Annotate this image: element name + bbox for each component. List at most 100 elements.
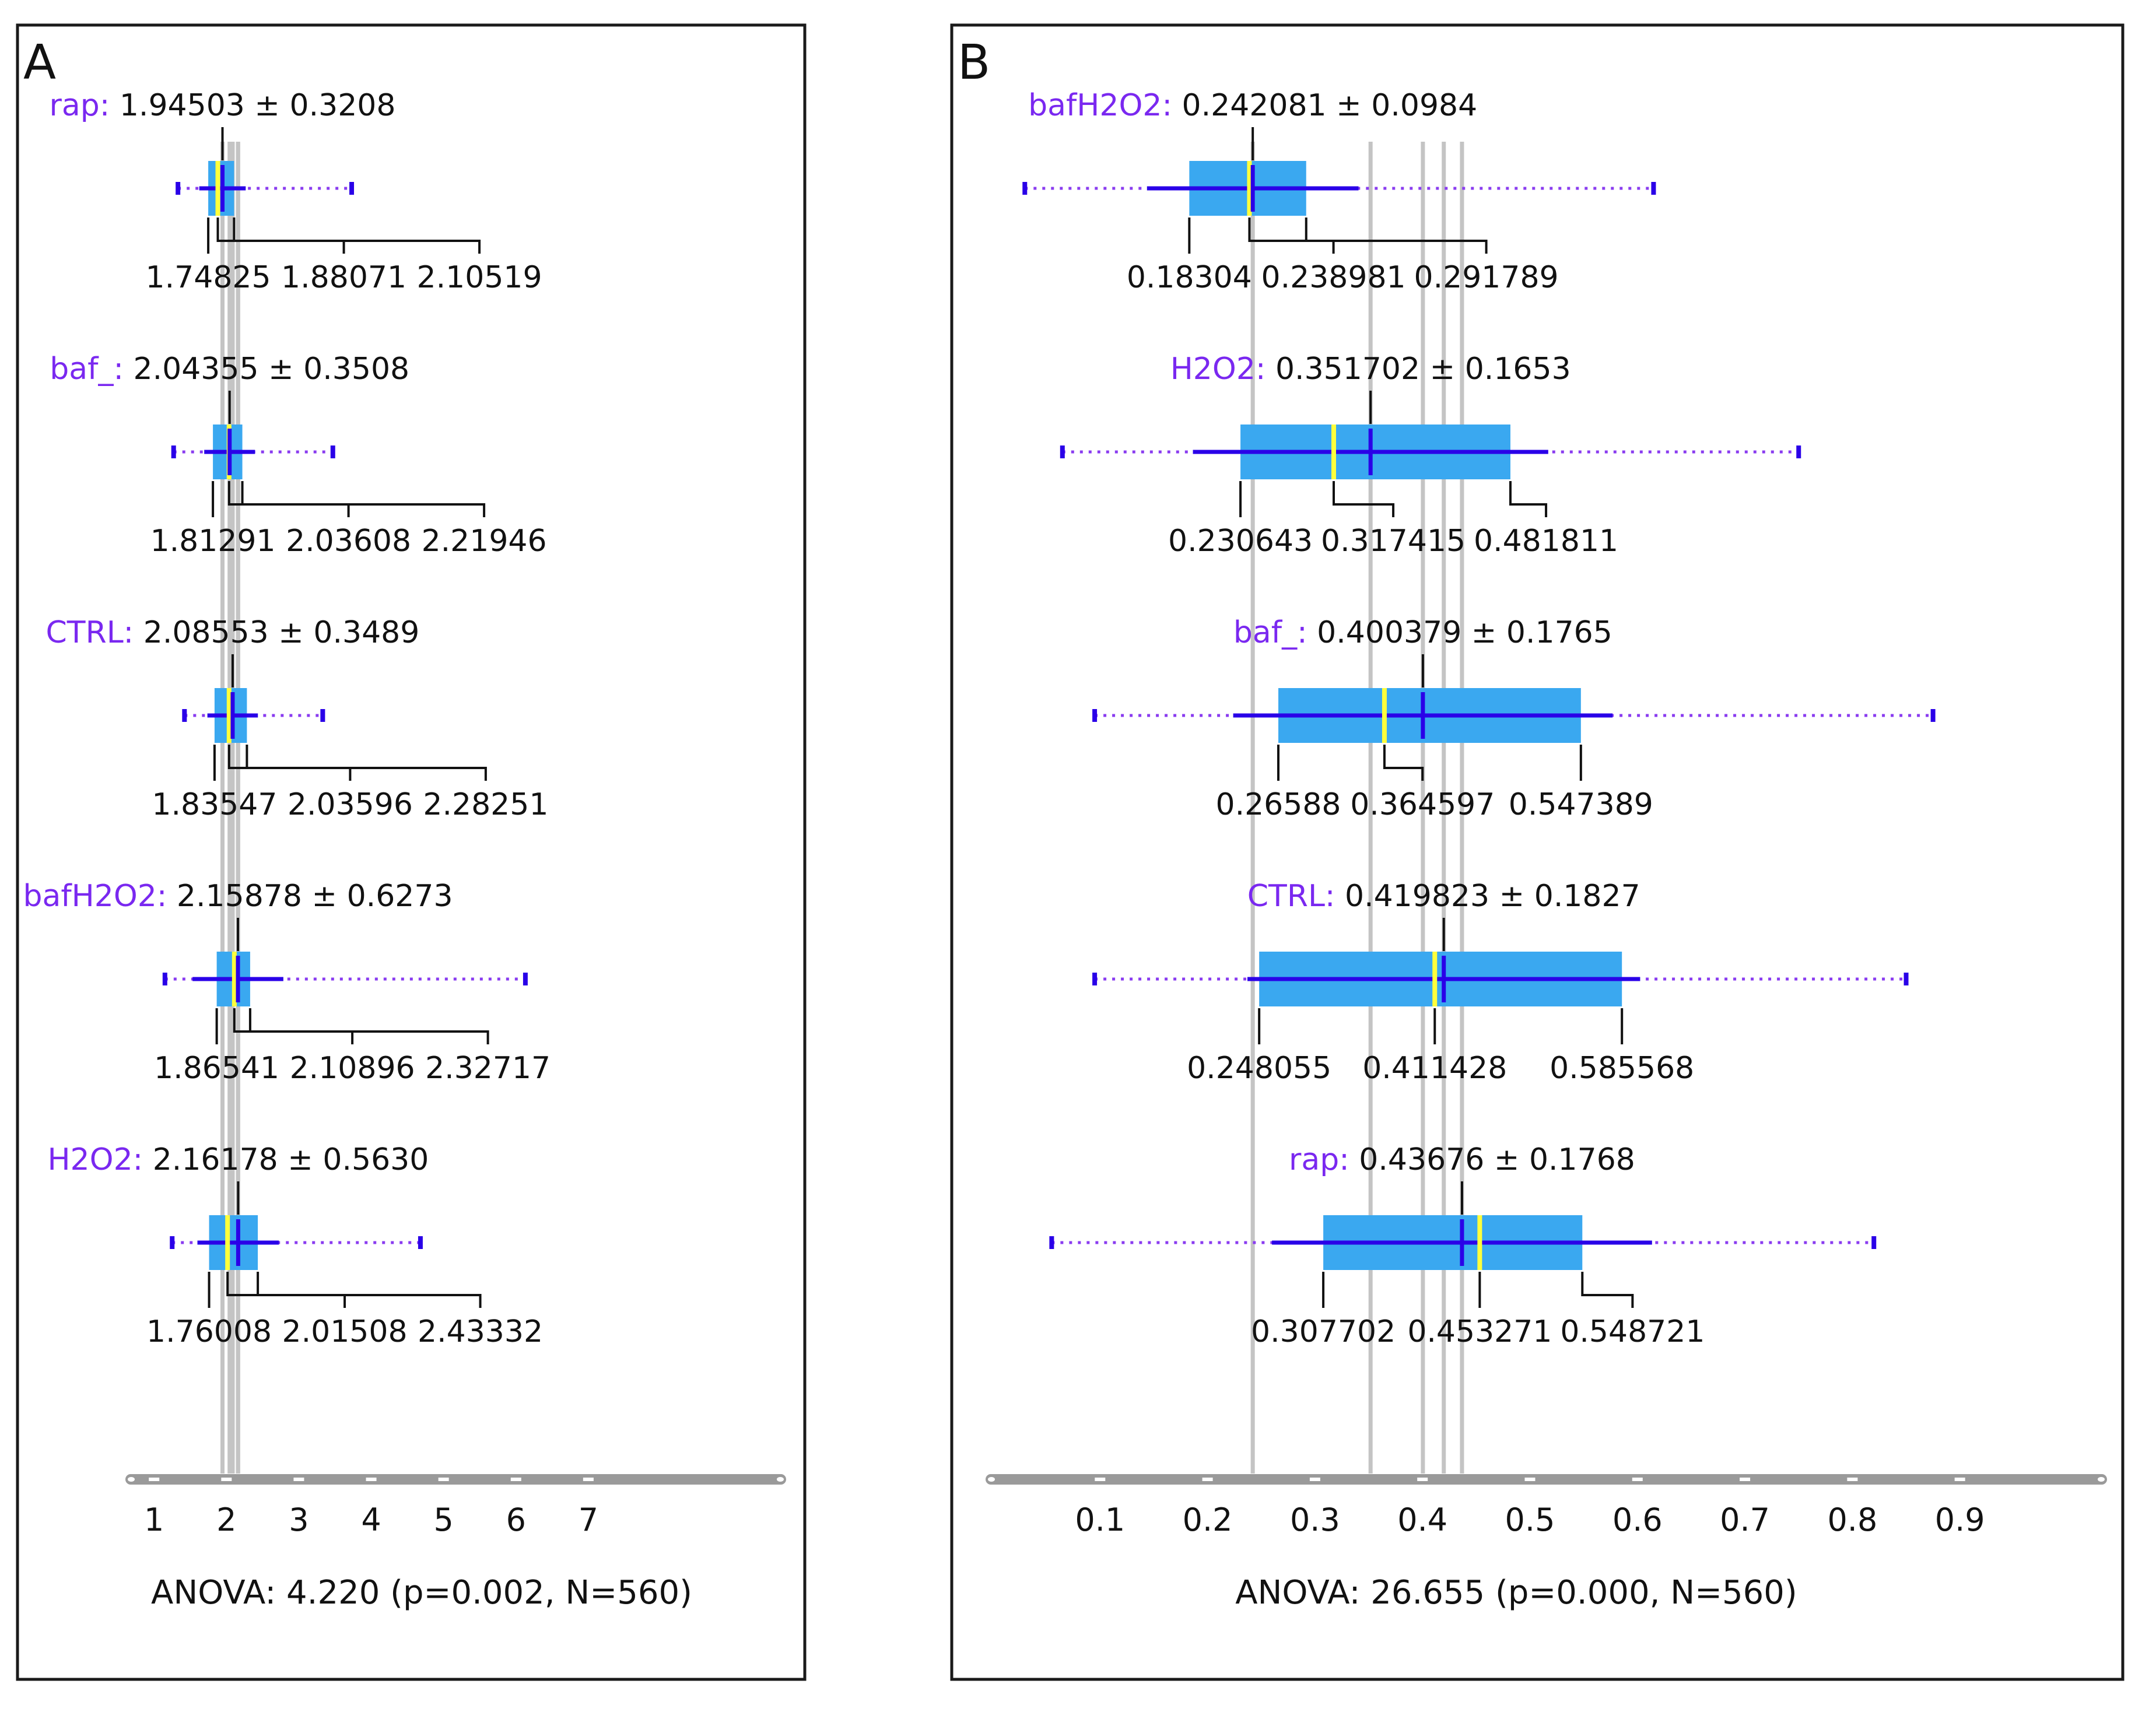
median-label: 1.88071 [281, 260, 406, 295]
median-label: 0.238981 [1261, 260, 1406, 295]
group-header: rap: 1.94503 ± 0.3208 [50, 88, 396, 123]
group-label: bafH2O2: [23, 879, 176, 914]
x-tick-label: 4 [361, 1502, 381, 1538]
group-0: bafH2O2: 0.242081 ± 0.0984 0.18304 0.23898… [1022, 88, 1656, 295]
x-tick [1095, 1478, 1106, 1481]
panel-frame [950, 23, 2125, 1681]
median-label: 2.03608 [286, 524, 411, 559]
q3-label: 2.10519 [417, 260, 542, 295]
axis-end-notch [128, 1477, 135, 1482]
median-label: 0.317415 [1321, 524, 1466, 559]
group-header: bafH2O2: 0.242081 ± 0.0984 [1028, 88, 1477, 123]
q3-label: 2.28251 [423, 787, 548, 822]
group-header: CTRL: 0.419823 ± 0.1827 [1247, 879, 1640, 914]
q1-label: 1.81291 [150, 524, 276, 559]
group-label: bafH2O2: [1028, 88, 1182, 123]
x-tick-label: 6 [506, 1502, 526, 1538]
q3-label: 0.291789 [1414, 260, 1559, 295]
x-tick [438, 1478, 449, 1481]
q3-label: 0.481811 [1474, 524, 1618, 559]
q3-label: 2.32717 [425, 1051, 551, 1086]
group-3: CTRL: 0.419823 ± 0.1827 0.248055 0.411428 0… [1092, 879, 1909, 1086]
group-summary: 0.400379 ± 0.1765 [1317, 615, 1612, 650]
group-header: H2O2: 0.351702 ± 0.1653 [1170, 352, 1571, 387]
group-0: rap: 1.94503 ± 0.3208 1.74825 1.88071 2.105… [50, 88, 542, 295]
x-tick-label: 1 [144, 1502, 164, 1538]
x-tick-label: 0.9 [1935, 1502, 1985, 1538]
q3-bracket [1581, 1272, 1634, 1308]
median-bracket [1383, 745, 1424, 781]
q1-label: 1.86541 [154, 1051, 279, 1086]
median-bracket [1248, 217, 1335, 254]
x-tick-label: 0.3 [1290, 1502, 1340, 1538]
group-4: H2O2: 2.16178 ± 0.5630 1.76008 2.01508 2.43… [47, 1142, 543, 1349]
q3-bracket [1509, 481, 1548, 517]
median-label: 0.411428 [1362, 1051, 1507, 1086]
q3-bracket [233, 217, 481, 254]
median-bracket [227, 481, 350, 517]
x-tick [1847, 1478, 1858, 1481]
panel-label: A [23, 35, 56, 90]
median-label: 2.01508 [282, 1314, 408, 1349]
group-summary: 1.94503 ± 0.3208 [120, 88, 396, 123]
group-3: bafH2O2: 2.15878 ± 0.6273 1.86541 2.10896 2… [23, 879, 551, 1086]
x-tick [149, 1478, 160, 1481]
q1-label: 1.74825 [146, 260, 271, 295]
x-tick [1524, 1478, 1536, 1481]
median-label: 2.10896 [290, 1051, 415, 1086]
x-tick-label: 0.2 [1183, 1502, 1233, 1538]
q3-bracket [246, 745, 487, 781]
median-label: 0.364597 [1350, 787, 1495, 822]
group-1: baf_: 2.04355 ± 0.3508 1.81291 2.03608 2.21… [50, 352, 546, 559]
x-tick [221, 1478, 232, 1481]
q3-bracket [1305, 217, 1488, 254]
q1-label: 0.248055 [1187, 1051, 1331, 1086]
q3-bracket [257, 1272, 482, 1308]
group-summary: 2.08553 ± 0.3489 [143, 615, 420, 650]
group-label: baf_: [50, 352, 133, 387]
median-bracket [233, 1008, 354, 1044]
q3-label: 0.547389 [1509, 787, 1653, 822]
x-tick [1632, 1478, 1643, 1481]
group-label: CTRL: [46, 615, 143, 650]
q1-label: 1.83547 [152, 787, 277, 822]
q3-bracket [248, 1008, 489, 1044]
axis-end-notch [988, 1477, 995, 1482]
group-label: H2O2: [47, 1142, 152, 1177]
panel-label: B [958, 35, 990, 90]
q1-label: 1.76008 [146, 1314, 272, 1349]
group-2: CTRL: 2.08553 ± 0.3489 1.83547 2.03596 2.28… [46, 615, 549, 822]
group-label: rap: [50, 88, 120, 123]
x-axis-bar [986, 1474, 2107, 1485]
group-4: rap: 0.43676 ± 0.1768 0.307702 0.453271 0.5… [1049, 1142, 1877, 1349]
median-label: 0.453271 [1407, 1314, 1552, 1349]
q1-label: 0.307702 [1251, 1314, 1396, 1349]
q1-label: 0.230643 [1168, 524, 1313, 559]
group-2: baf_: 0.400379 ± 0.1765 0.26588 0.364597 0.… [1092, 615, 1936, 822]
group-header: rap: 0.43676 ± 0.1768 [1289, 1142, 1635, 1177]
x-tick [293, 1478, 304, 1481]
x-tick-label: 2 [216, 1502, 236, 1538]
group-summary: 2.16178 ± 0.5630 [153, 1142, 429, 1177]
group-label: baf_: [1233, 615, 1317, 650]
x-tick-label: 0.6 [1612, 1502, 1663, 1538]
axis-end-notch [2098, 1477, 2105, 1482]
group-header: bafH2O2: 2.15878 ± 0.6273 [23, 879, 453, 914]
group-summary: 0.242081 ± 0.0984 [1182, 88, 1478, 123]
x-tick-label: 0.5 [1505, 1502, 1555, 1538]
q3-bracket [241, 481, 486, 517]
q3-label: 0.585568 [1549, 1051, 1694, 1086]
x-tick [1740, 1478, 1751, 1481]
group-header: baf_: 2.04355 ± 0.3508 [50, 352, 409, 387]
x-tick-label: 0.8 [1827, 1502, 1877, 1538]
x-tick [583, 1478, 594, 1481]
group-summary: 2.15878 ± 0.6273 [177, 879, 453, 914]
median-bracket [226, 1272, 346, 1308]
x-tick-label: 0.4 [1397, 1502, 1447, 1538]
median-label: 2.03596 [288, 787, 413, 822]
x-tick-label: 5 [433, 1502, 453, 1538]
group-1: H2O2: 0.351702 ± 0.1653 0.230643 0.317415 0… [1060, 352, 1801, 559]
axis-end-notch [777, 1477, 784, 1482]
